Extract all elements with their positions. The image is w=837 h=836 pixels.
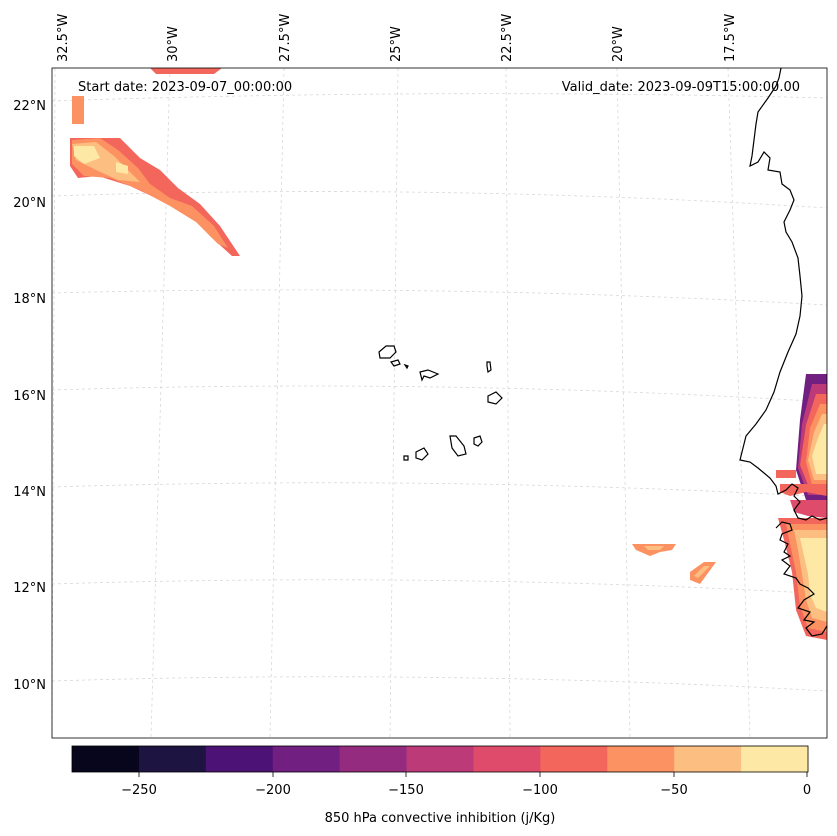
cin-region-northwest: [72, 96, 84, 124]
colorbar-border: [71, 745, 809, 773]
africa-coastline: [775, 521, 828, 637]
lat-label: 16°N: [13, 389, 46, 404]
colorbar-segment: [540, 746, 608, 772]
colorbar-tick-label: −100: [522, 783, 558, 798]
lon-label: 32.5°W: [56, 14, 71, 62]
cin-region-east: [790, 500, 827, 518]
map-border: [51, 67, 828, 739]
lat-label: 20°N: [13, 196, 46, 211]
colorbar-segment: [72, 746, 140, 772]
lon-label: 30°W: [166, 26, 181, 62]
colorbar-segment: [339, 746, 408, 772]
cin-region-east: [780, 484, 827, 496]
colorbar-segment: [406, 746, 475, 772]
colorbar-tick-label: −200: [255, 783, 291, 798]
cape-verde-sao-vicente: [389, 359, 401, 367]
lon-label: 25°W: [389, 26, 404, 62]
cape-verde-santiago: [449, 435, 467, 457]
lat-label: 10°N: [13, 678, 46, 693]
lon-label: 27.5°W: [278, 14, 293, 62]
colorbar-ticks: [138, 772, 808, 777]
cin-contours: [70, 68, 827, 640]
cin-region-northwest: [116, 162, 128, 174]
valid-date-label: Valid_date: 2023-09-09T15:00:00.00: [562, 80, 800, 95]
cin-region-top: [150, 68, 222, 74]
cape-verde-santo-antao: [378, 345, 397, 359]
africa-coastline: [739, 67, 828, 521]
cape-verde-fogo: [415, 447, 429, 461]
colorbar-tick-labels: −250 −200 −150 −100 −50 0: [121, 783, 811, 798]
cape-verde-maio: [473, 435, 483, 447]
lat-label: 14°N: [13, 485, 46, 500]
lon-label: 17.5°W: [723, 14, 738, 62]
cape-verde-sao-nicolau: [419, 369, 440, 382]
colorbar-segment: [674, 746, 742, 772]
lon-label: 22.5°W: [500, 14, 515, 62]
cin-region-east: [800, 538, 827, 612]
cin-region-northwest: [74, 146, 100, 164]
gridlines: [51, 67, 828, 739]
lat-label: 22°N: [13, 99, 46, 114]
colorbar-tick-label: 0: [803, 783, 811, 798]
colorbar-tick-label: −250: [121, 783, 157, 798]
latitude-labels: 22°N 20°N 18°N 16°N 14°N 12°N 10°N: [13, 99, 46, 693]
colorbar-tick-label: −150: [388, 783, 424, 798]
cin-region-east: [776, 470, 796, 478]
map-frame: [52, 68, 827, 738]
start-date-label: Start date: 2023-09-07_00:00:00: [78, 80, 292, 95]
cape-verde-sal: [486, 361, 492, 374]
colorbar-segment: [138, 746, 207, 772]
colorbar-segment: [741, 746, 809, 772]
colorbar-segment: [205, 746, 274, 772]
cin-region-southeast: [644, 546, 664, 550]
cape-verde-boa-vista: [487, 391, 503, 405]
lat-label: 18°N: [13, 292, 46, 307]
cin-region-east: [812, 424, 827, 474]
colorbar: [72, 746, 809, 772]
coastlines: [378, 67, 828, 637]
cape-verde-brava: [403, 455, 409, 461]
cape-verde-santa-luzia: [403, 363, 409, 370]
colorbar-segment: [272, 746, 341, 772]
longitude-labels: 32.5°W 30°W 27.5°W 25°W 22.5°W 20°W 17.5…: [56, 14, 738, 62]
colorbar-title: 850 hPa convective inhibition (j/Kg): [325, 811, 556, 826]
lon-label: 20°W: [611, 26, 626, 62]
cin-region-southeast: [694, 566, 710, 578]
colorbar-segment: [607, 746, 675, 772]
colorbar-segment: [473, 746, 541, 772]
lat-label: 12°N: [13, 581, 46, 596]
colorbar-tick-label: −50: [660, 783, 687, 798]
